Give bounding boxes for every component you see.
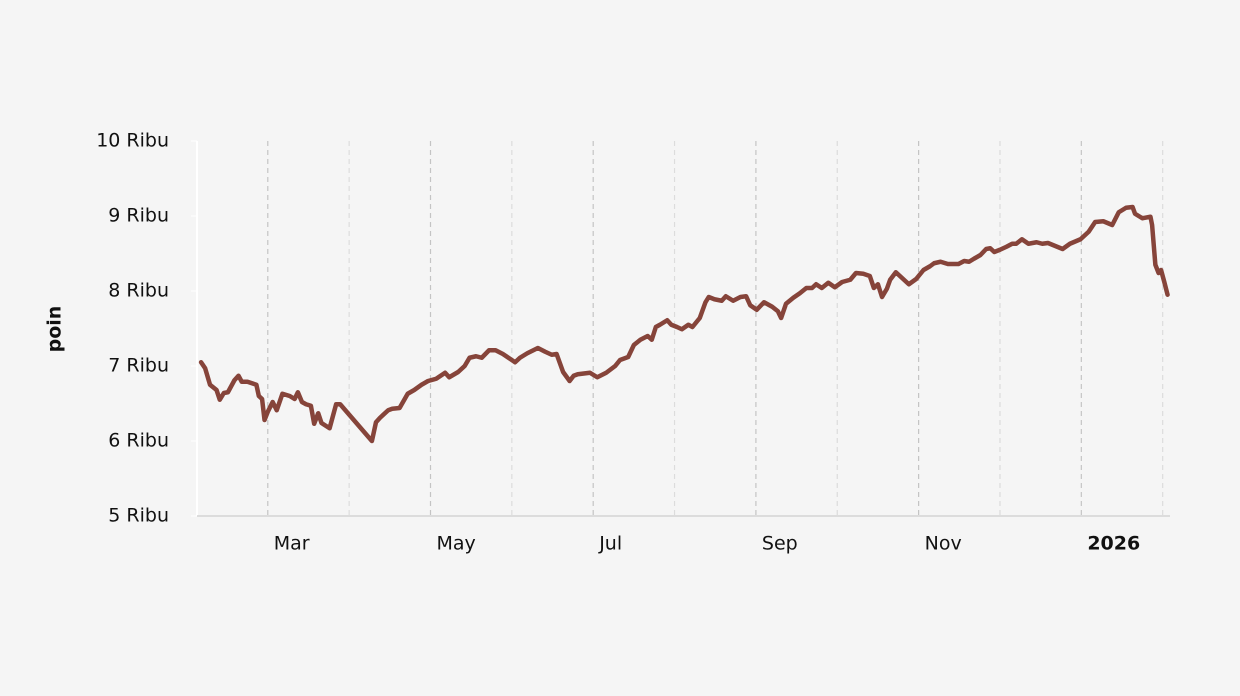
y-tick-label: 10 Ribu bbox=[96, 130, 169, 152]
y-tick-label: 6 Ribu bbox=[108, 430, 169, 452]
x-tick-label: Jul bbox=[598, 533, 622, 555]
y-tick-label: 9 Ribu bbox=[108, 205, 169, 227]
x-tick-label: Sep bbox=[762, 533, 798, 555]
x-tick-label: May bbox=[436, 533, 475, 555]
x-tick-label: 2026 bbox=[1087, 533, 1140, 555]
y-axis-label: poin bbox=[44, 306, 66, 353]
x-tick-label: Mar bbox=[274, 533, 310, 555]
y-tick-label: 8 Ribu bbox=[108, 280, 169, 302]
y-tick-label: 7 Ribu bbox=[108, 355, 169, 377]
x-tick-label: Nov bbox=[925, 533, 962, 555]
line-series bbox=[198, 204, 1170, 444]
y-tick-label: 5 Ribu bbox=[108, 505, 169, 527]
